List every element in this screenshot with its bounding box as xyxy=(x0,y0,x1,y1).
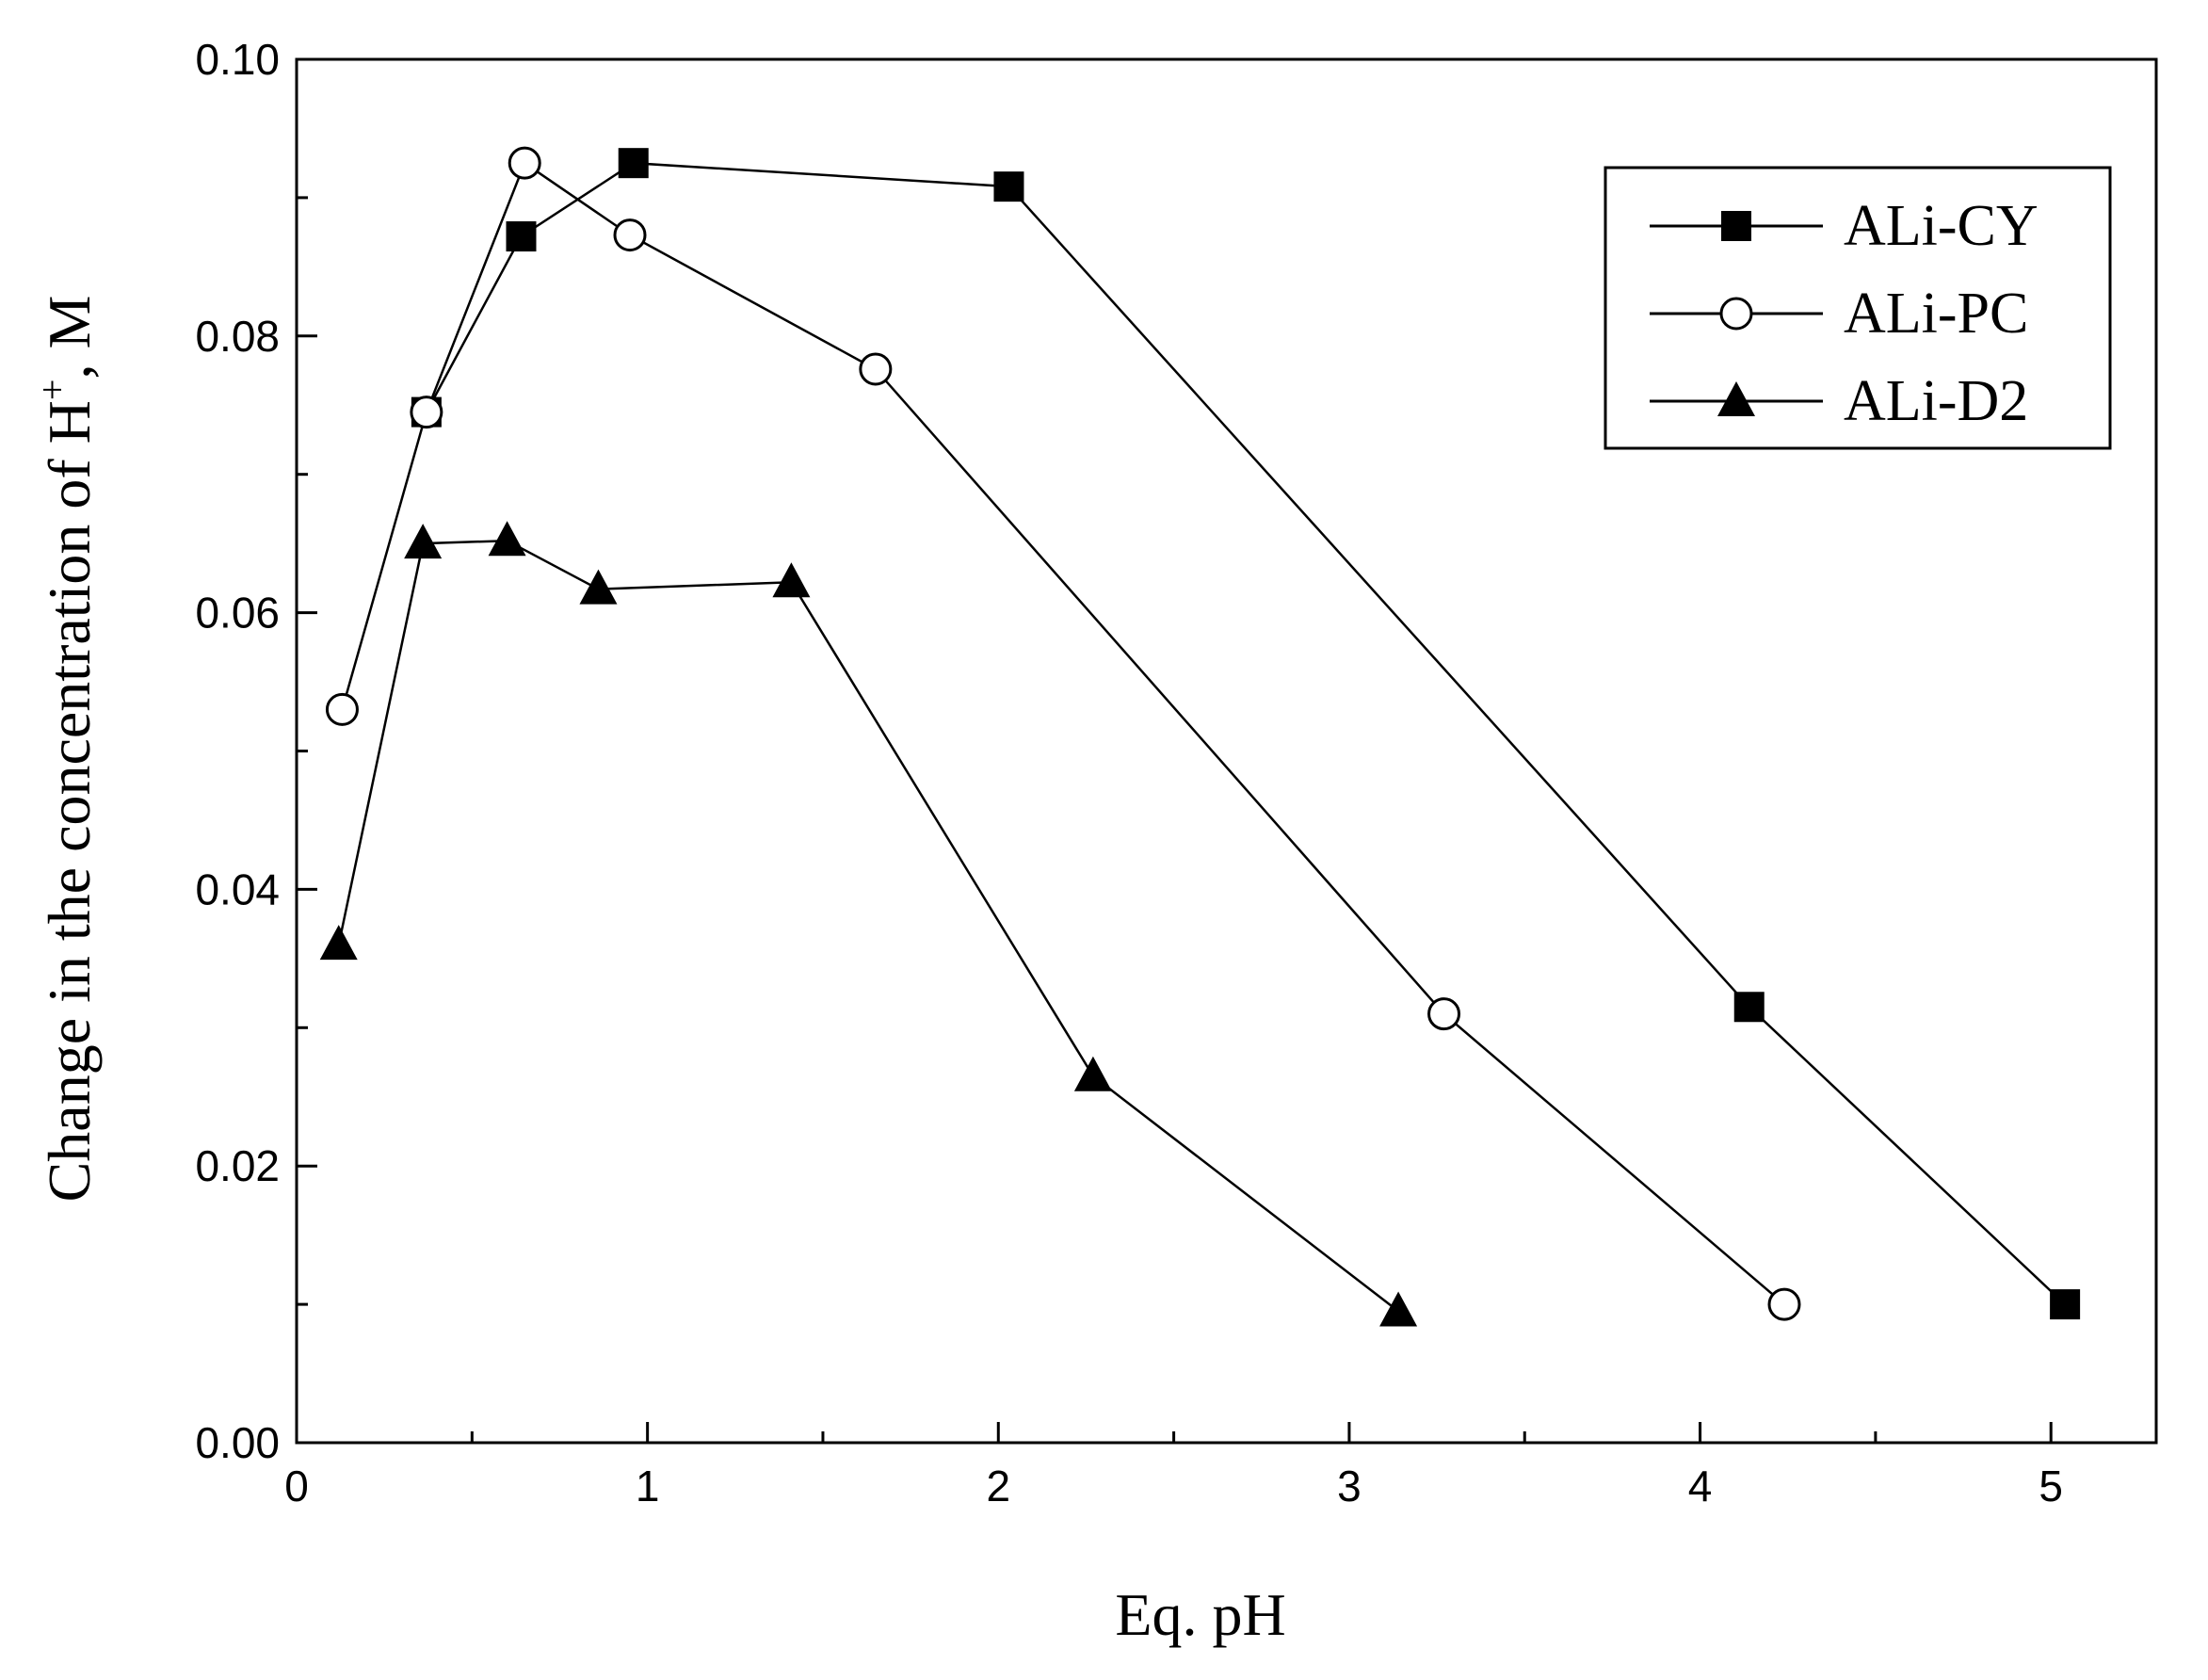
legend-label: ALi-D2 xyxy=(1844,369,2028,433)
series-line-ali-cy xyxy=(425,161,2066,1306)
series-line-ali-pc xyxy=(341,161,1785,1306)
legend-item-ali-cy: ALi-CY xyxy=(1650,194,2039,258)
y-tick-label: 0.04 xyxy=(195,864,280,913)
x-axis-title: Eq. pH xyxy=(1115,1581,1285,1648)
data-point-ali-cy xyxy=(993,171,1024,202)
data-point-ali-pc xyxy=(1767,1287,1801,1321)
data-point-ali-d2 xyxy=(319,925,358,961)
data-point-ali-cy xyxy=(618,148,649,179)
y-axis-title-superscript: + xyxy=(31,380,73,401)
data-point-ali-d2 xyxy=(1073,1056,1112,1091)
y-tick-label: 0.00 xyxy=(195,1418,280,1467)
data-point-ali-pc xyxy=(859,352,893,386)
x-tick-label: 3 xyxy=(1337,1462,1362,1510)
data-point-ali-cy xyxy=(506,221,537,252)
x-tick-label: 5 xyxy=(2039,1462,2063,1510)
x-tick-label: 4 xyxy=(1688,1462,1713,1510)
data-point-ali-d2 xyxy=(1379,1291,1418,1327)
y-tick-label: 0.10 xyxy=(195,35,280,84)
y-axis-title-main: Change in the concentration of H xyxy=(36,400,103,1202)
legend-marker-ali-cy xyxy=(1721,211,1751,241)
series-ali-d2 xyxy=(319,521,1418,1327)
legend-marker-ali-pc xyxy=(1719,297,1753,331)
legend-items: ALi-CY ALi-PC ALi-D2 xyxy=(1650,194,2039,433)
y-tick-label: 0.02 xyxy=(195,1141,280,1190)
legend-item-ali-pc: ALi-PC xyxy=(1650,282,2028,346)
y-axis: 0.00 0.02 0.04 0.06 0.08 0.10 xyxy=(195,35,317,1467)
x-tick-label: 0 xyxy=(284,1462,309,1510)
data-point-ali-pc xyxy=(325,692,359,726)
y-axis-title-suffix: , M xyxy=(36,296,103,380)
legend-label: ALi-CY xyxy=(1844,194,2039,258)
data-point-ali-cy xyxy=(1733,992,1765,1023)
y-tick-label: 0.08 xyxy=(195,312,280,361)
data-point-ali-pc xyxy=(1427,997,1461,1031)
legend-item-ali-d2: ALi-D2 xyxy=(1650,369,2028,433)
data-point-ali-pc xyxy=(410,396,443,429)
data-point-ali-cy xyxy=(2050,1289,2081,1320)
legend-label: ALi-PC xyxy=(1844,282,2028,346)
x-tick-label: 1 xyxy=(636,1462,660,1510)
y-axis-title: Change in the concentration of H+, M xyxy=(31,296,103,1203)
series-layer xyxy=(319,146,2081,1327)
x-axis: 0 1 2 3 4 5 xyxy=(284,1422,2063,1510)
x-tick-label: 2 xyxy=(986,1462,1010,1510)
data-point-ali-pc xyxy=(613,218,647,252)
data-point-ali-pc xyxy=(508,146,541,180)
data-point-ali-d2 xyxy=(772,562,811,598)
y-tick-label: 0.06 xyxy=(195,589,280,638)
data-point-ali-d2 xyxy=(404,524,443,559)
series-line-ali-d2 xyxy=(337,539,1399,1313)
series-ali-pc xyxy=(325,146,1801,1321)
legend-marker-ali-d2 xyxy=(1717,381,1755,416)
legend: ALi-CY ALi-PC ALi-D2 xyxy=(1604,166,2112,450)
data-point-ali-d2 xyxy=(579,569,618,605)
data-point-ali-d2 xyxy=(488,521,526,557)
